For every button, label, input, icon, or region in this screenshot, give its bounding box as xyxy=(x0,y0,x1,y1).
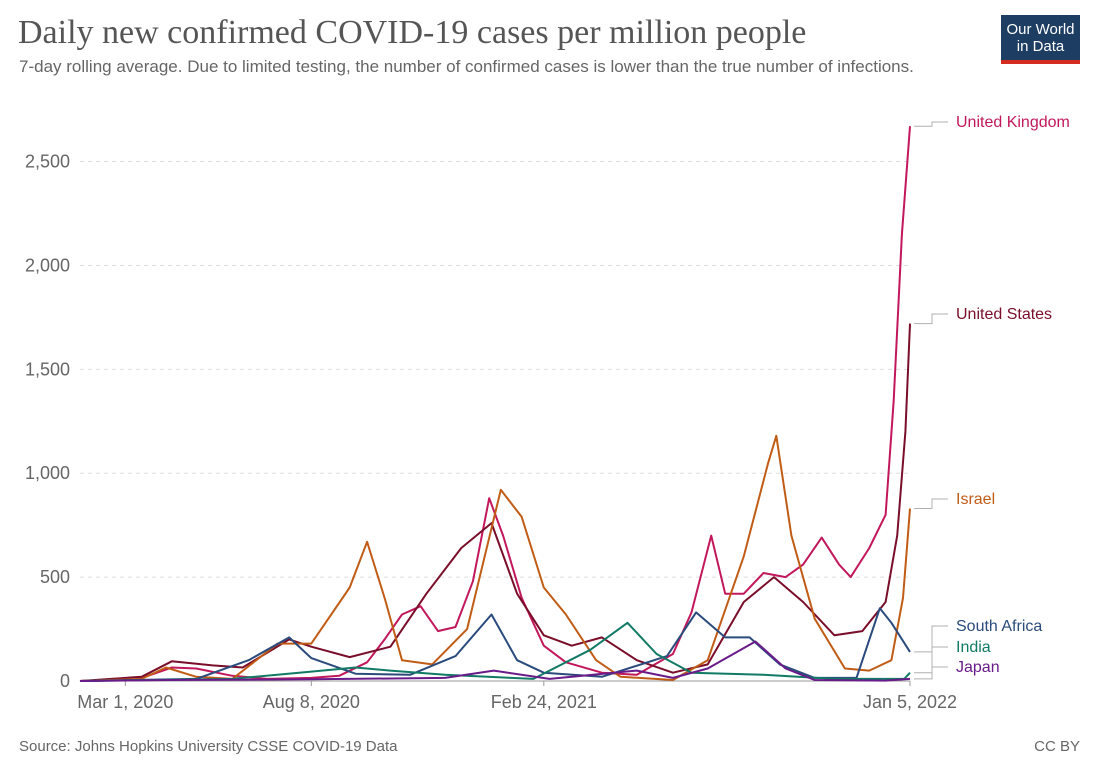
series-line-united-kingdom xyxy=(79,126,911,682)
chart-title: Daily new confirmed COVID-19 cases per m… xyxy=(18,14,807,51)
series-connector-united-states xyxy=(914,313,948,325)
owid-logo[interactable]: Our World in Data xyxy=(1001,15,1080,64)
license-link[interactable]: CC BY xyxy=(1034,738,1080,755)
series-label-united-kingdom: United Kingdom xyxy=(956,114,1070,131)
x-tick-label: Aug 8, 2020 xyxy=(263,692,360,712)
series-connector-japan xyxy=(914,666,948,680)
series-label-united-states: United States xyxy=(956,306,1052,323)
series-connector-israel xyxy=(914,498,948,510)
series-connector-south-africa xyxy=(914,625,948,653)
series-line-israel xyxy=(79,434,911,682)
y-tick-label: 2,000 xyxy=(25,255,70,275)
series-label-israel: Israel xyxy=(956,491,995,508)
series-line-india xyxy=(79,621,911,682)
series-connector-india xyxy=(914,646,948,674)
series-connector-united-kingdom xyxy=(914,121,948,127)
series-label-india: India xyxy=(956,639,991,656)
y-tick-label: 1,500 xyxy=(25,359,70,379)
source-note: Source: Johns Hopkins University CSSE CO… xyxy=(19,738,398,755)
x-tick-label: Mar 1, 2020 xyxy=(77,692,173,712)
x-tick-label: Jan 5, 2022 xyxy=(863,692,957,712)
y-tick-label: 1,000 xyxy=(25,463,70,483)
y-tick-label: 500 xyxy=(40,567,70,587)
y-tick-label: 2,500 xyxy=(25,152,70,172)
series-line-japan xyxy=(79,640,911,682)
logo-line-2: in Data xyxy=(1016,38,1065,55)
series-label-south-africa: South Africa xyxy=(956,618,1042,635)
logo-line-1: Our World xyxy=(1006,21,1075,38)
series-label-japan: Japan xyxy=(956,659,1000,676)
y-tick-label: 0 xyxy=(60,671,70,691)
x-tick-label: Feb 24, 2021 xyxy=(491,692,597,712)
chart-subtitle: 7-day rolling average. Due to limited te… xyxy=(19,57,914,76)
